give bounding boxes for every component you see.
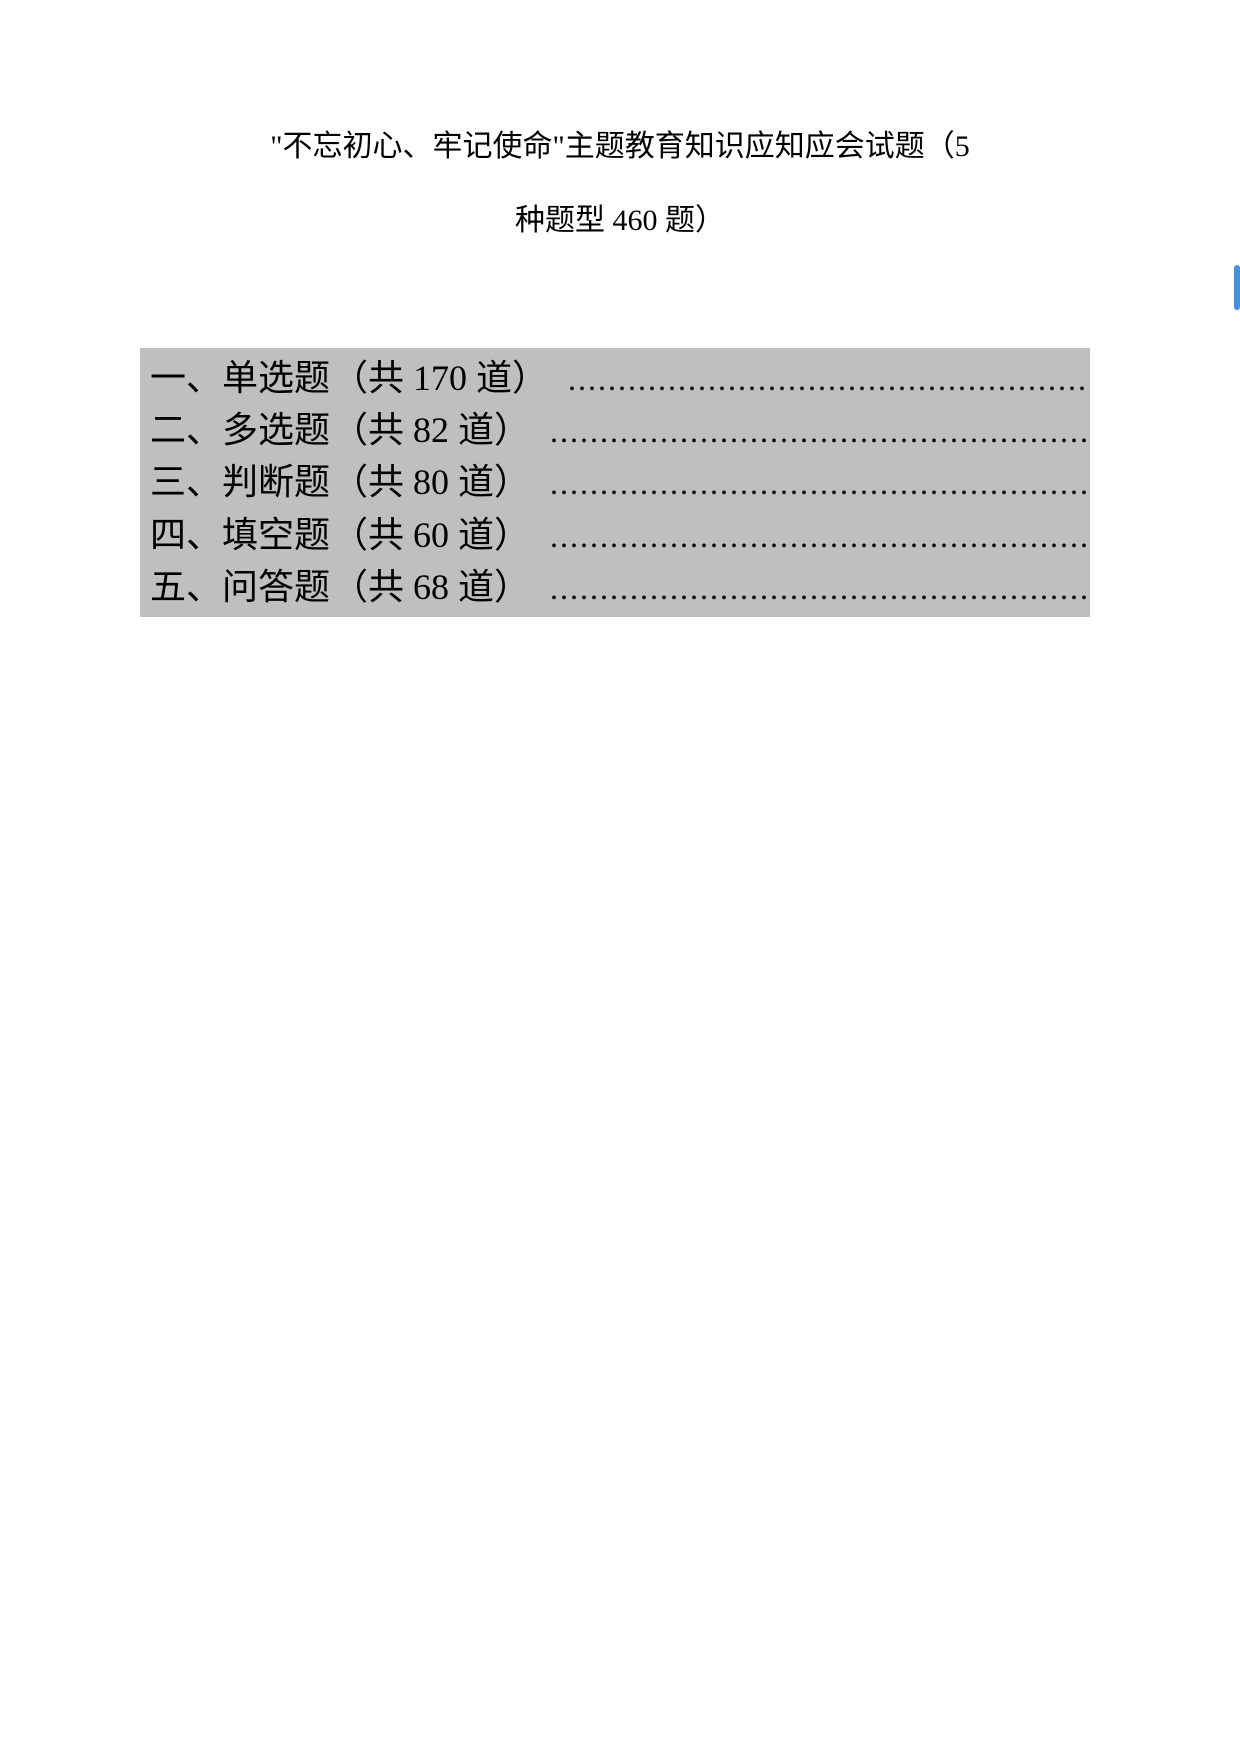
toc-item-2: 二、多选题 （共 82 道） .........................… <box>140 404 1090 456</box>
document-page: "不忘初心、牢记使命"主题教育知识应知应会试题（5 种题型 460 题） 一、单… <box>0 0 1240 617</box>
toc-count: （共 80 道） <box>332 456 530 508</box>
toc-item-1: 一、单选题 （共 170 道） ........................… <box>140 352 1090 404</box>
toc-item-3: 三、判断题 （共 80 道） .........................… <box>140 456 1090 508</box>
toc-count: （共 82 道） <box>332 404 530 456</box>
toc-item-4: 四、填空题 （共 60 道） .........................… <box>140 509 1090 561</box>
toc-dots: ........................................… <box>548 356 1090 402</box>
toc-dots: ........................................… <box>530 565 1090 611</box>
toc-dots: ........................................… <box>530 513 1090 559</box>
toc-dots: ........................................… <box>530 460 1090 506</box>
toc-label: 四、填空题 <box>150 509 330 561</box>
title-line-2: 种题型 460 题） <box>150 194 1090 248</box>
toc-label: 二、多选题 <box>150 404 330 456</box>
toc-count: （共 68 道） <box>332 561 530 613</box>
toc-label: 三、判断题 <box>150 456 330 508</box>
toc-label: 五、问答题 <box>150 561 330 613</box>
toc-item-5: 五、问答题 （共 68 道） .........................… <box>140 561 1090 613</box>
title-line-1: "不忘初心、牢记使命"主题教育知识应知应会试题（5 <box>150 120 1090 174</box>
page-marker-icon <box>1234 265 1240 310</box>
table-of-contents: 一、单选题 （共 170 道） ........................… <box>140 348 1090 617</box>
toc-count: （共 170 道） <box>332 352 548 404</box>
toc-label: 一、单选题 <box>150 352 330 404</box>
title-section: "不忘初心、牢记使命"主题教育知识应知应会试题（5 种题型 460 题） <box>150 120 1090 248</box>
toc-dots: ........................................… <box>530 408 1090 454</box>
toc-count: （共 60 道） <box>332 509 530 561</box>
